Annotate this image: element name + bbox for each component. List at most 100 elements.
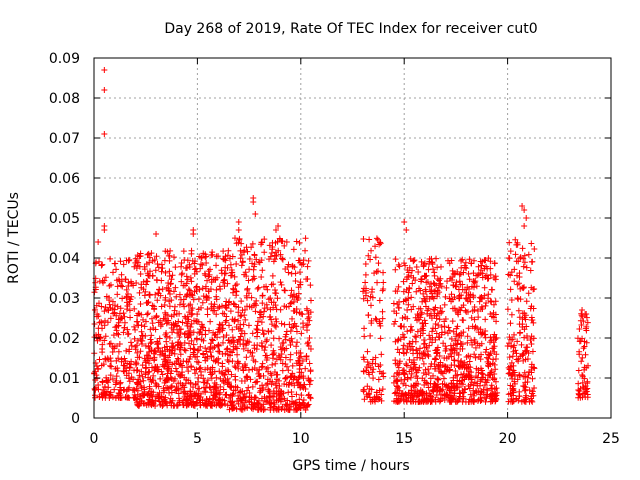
data-point	[305, 257, 312, 264]
data-point	[453, 398, 460, 405]
data-point	[172, 264, 179, 271]
data-point	[157, 323, 164, 330]
data-point	[145, 272, 152, 279]
data-point	[259, 300, 266, 307]
data-point	[523, 323, 530, 330]
data-point	[140, 392, 147, 399]
data-point	[202, 366, 209, 373]
x-tick-label: 0	[90, 431, 99, 447]
data-point	[171, 350, 178, 357]
data-point	[260, 330, 267, 337]
data-point	[138, 284, 145, 291]
data-point	[287, 341, 294, 348]
data-point	[375, 260, 382, 267]
data-point	[297, 384, 304, 391]
data-point	[191, 288, 198, 295]
data-point	[131, 335, 138, 342]
data-point	[152, 267, 159, 274]
data-point	[114, 291, 121, 298]
data-point	[403, 392, 410, 399]
data-point	[292, 401, 299, 408]
data-point	[483, 300, 490, 307]
data-point	[123, 306, 130, 313]
data-point	[190, 402, 197, 409]
data-point	[141, 266, 148, 273]
data-point	[202, 357, 209, 364]
data-point	[271, 322, 278, 329]
data-point	[238, 251, 245, 258]
data-point	[144, 251, 151, 258]
data-point	[220, 277, 227, 284]
data-point	[240, 394, 247, 401]
data-point	[99, 349, 106, 356]
data-point	[277, 251, 284, 258]
data-point	[414, 388, 421, 395]
data-point	[425, 260, 432, 267]
data-point	[466, 396, 473, 403]
data-point	[141, 384, 148, 391]
data-point	[102, 274, 109, 281]
data-point	[207, 318, 214, 325]
data-point	[492, 311, 499, 318]
data-point	[229, 326, 236, 333]
data-point	[138, 368, 145, 375]
data-point	[523, 264, 530, 271]
data-point	[366, 385, 373, 392]
data-point	[528, 393, 535, 400]
data-point	[487, 265, 494, 272]
data-point	[235, 219, 242, 225]
data-point	[153, 231, 160, 237]
y-tick-label: 0.09	[49, 51, 80, 67]
data-point	[293, 306, 300, 313]
data-point	[107, 340, 114, 347]
data-point	[237, 333, 244, 340]
data-point	[459, 256, 466, 263]
data-point	[157, 401, 164, 408]
data-point	[291, 320, 298, 327]
data-point	[298, 392, 305, 399]
data-point	[516, 371, 523, 378]
data-point	[517, 329, 524, 336]
data-point	[370, 366, 377, 373]
data-point	[225, 358, 232, 365]
data-point	[294, 406, 301, 413]
data-point	[471, 351, 478, 358]
data-point	[254, 285, 261, 292]
data-point	[465, 398, 472, 405]
data-point	[445, 324, 452, 331]
data-point	[242, 316, 249, 323]
data-point	[193, 284, 200, 291]
data-point	[178, 386, 185, 393]
data-point	[411, 361, 418, 368]
data-point	[458, 257, 465, 264]
data-point	[235, 309, 242, 316]
data-point	[188, 247, 195, 254]
data-point	[189, 305, 196, 312]
data-point	[238, 327, 245, 334]
data-point	[155, 393, 162, 400]
data-point	[204, 311, 211, 318]
data-point	[136, 372, 143, 379]
data-point	[201, 270, 208, 277]
data-point	[148, 250, 155, 257]
data-point	[146, 259, 153, 266]
data-point	[222, 302, 229, 309]
data-point	[408, 294, 415, 301]
data-point	[195, 359, 202, 366]
data-point	[285, 261, 292, 268]
data-point	[446, 295, 453, 302]
data-point	[300, 397, 307, 404]
data-point	[140, 377, 147, 384]
data-point	[241, 271, 248, 278]
data-point	[216, 368, 223, 375]
data-point	[162, 269, 169, 276]
data-point	[258, 339, 265, 346]
data-point	[457, 346, 464, 353]
data-point	[407, 255, 414, 262]
data-point	[213, 293, 220, 300]
data-point	[479, 329, 486, 336]
data-point	[145, 353, 152, 360]
data-point	[517, 285, 524, 292]
data-point	[109, 298, 116, 305]
data-point	[180, 282, 187, 289]
